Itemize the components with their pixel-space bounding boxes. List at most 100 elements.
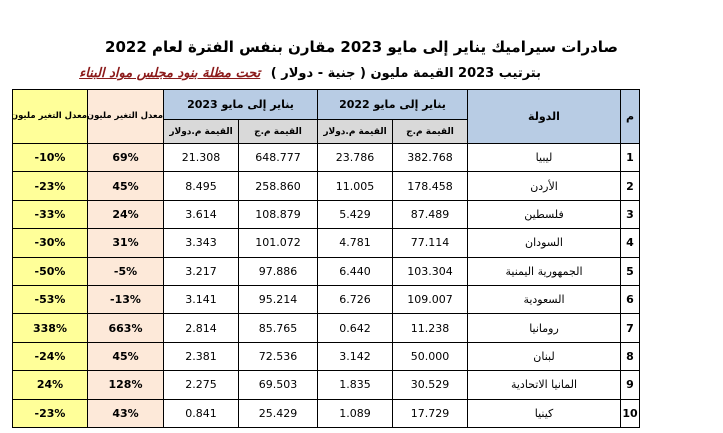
cell-rate-usd: 24% (12, 370, 88, 400)
table-row: 4 السودان 77.114 4.781 101.072 3.343 31% -30% (12, 228, 640, 258)
subtitle-underlined: تحت مظلة بنود مجلس مواد البناء (79, 66, 261, 81)
subtitle-main: بترتيب 2023 القيمة مليون ( جنية - دولار … (270, 66, 541, 81)
cell-2022-egp: 87.489 (392, 199, 468, 230)
cell-rate-egp: 128% (87, 370, 164, 400)
table-row: 5 الجمهورية اليمنية 103.304 6.440 97.886 3.21… (12, 256, 640, 286)
cell-2023-usd: 3.614 (163, 199, 239, 230)
cell-2023-egp: 25.429 (238, 398, 318, 428)
cell-rate-usd: -30% (12, 228, 88, 258)
cell-2022-usd: 6.440 (317, 256, 393, 286)
cell-2022-usd: 0.642 (317, 313, 393, 343)
cell-2023-usd: 2.814 (163, 313, 239, 343)
cell-2022-usd: 23.786 (317, 142, 393, 173)
row-country: الجمهورية اليمنية (467, 256, 621, 286)
cell-rate-egp: 31% (87, 228, 164, 258)
row-country: ليبيا (467, 142, 621, 173)
cell-2023-usd: 2.275 (163, 370, 239, 400)
cell-2022-usd: 11.005 (317, 171, 393, 201)
page-subtitle: بترتيب 2023 القيمة مليون ( جنية - دولار … (79, 66, 541, 81)
cell-2022-egp: 30.529 (392, 370, 468, 400)
cell-rate-usd: -24% (12, 341, 88, 372)
cell-2022-egp: 382.768 (392, 142, 468, 173)
cell-rate-usd: -50% (12, 256, 88, 286)
cell-2023-egp: 108.879 (238, 199, 318, 230)
row-country: المانيا الاتحادية (467, 370, 621, 400)
row-index: 1 (620, 142, 640, 173)
page-title: صادرات سيراميك يناير إلى مايو 2023 مقارن… (105, 38, 618, 56)
cell-2022-usd: 5.429 (317, 199, 393, 230)
cell-2023-egp: 97.886 (238, 256, 318, 286)
header-country: الدولة (467, 89, 621, 144)
cell-2023-usd: 3.343 (163, 228, 239, 258)
header-rate-egp: معدل التغير مليون جنية 2023-2022 (87, 89, 164, 144)
row-index: 9 (620, 370, 640, 400)
row-country: السعودية (467, 284, 621, 315)
table-row: 1 ليبيا 382.768 23.786 648.777 21.308 69% -10% (12, 142, 640, 173)
cell-2023-egp: 72.536 (238, 341, 318, 372)
cell-rate-usd: -33% (12, 199, 88, 230)
cell-2023-egp: 101.072 (238, 228, 318, 258)
table-body: 1 ليبيا 382.768 23.786 648.777 21.308 69% -10% 2… (12, 142, 640, 428)
cell-2023-egp: 85.765 (238, 313, 318, 343)
cell-2023-usd: 2.381 (163, 341, 239, 372)
cell-rate-egp: 69% (87, 142, 164, 173)
cell-2022-usd: 1.089 (317, 398, 393, 428)
header-2022-usd: القيمة م.دولار (317, 119, 393, 144)
cell-2022-egp: 50.000 (392, 341, 468, 372)
row-index: 10 (620, 398, 640, 428)
cell-rate-egp: 663% (87, 313, 164, 343)
cell-rate-egp: -13% (87, 284, 164, 315)
exports-table: م الدولة يناير إلى مايو 2022 يناير إلى م… (12, 89, 640, 428)
row-index: 6 (620, 284, 640, 315)
header-period-2022: يناير إلى مايو 2022 (317, 89, 468, 120)
table-row: 9 المانيا الاتحادية 30.529 1.835 69.503 2.275… (12, 370, 640, 400)
cell-2022-egp: 178.458 (392, 171, 468, 201)
row-index: 8 (620, 341, 640, 372)
cell-2022-egp: 103.304 (392, 256, 468, 286)
header-2023-usd: القيمة م.دولار (163, 119, 239, 144)
table-row: 3 فلسطين 87.489 5.429 108.879 3.614 24% -33% (12, 199, 640, 230)
table-row: 10 كينيا 17.729 1.089 25.429 0.841 43% -23% (12, 398, 640, 428)
row-country: لبنان (467, 341, 621, 372)
header-index: م (620, 89, 640, 144)
table-row: 6 السعودية 109.007 6.726 95.214 3.141 -13% -53% (12, 284, 640, 315)
cell-rate-egp: 43% (87, 398, 164, 428)
row-index: 3 (620, 199, 640, 230)
cell-2022-egp: 109.007 (392, 284, 468, 315)
row-country: الأردن (467, 171, 621, 201)
cell-2023-egp: 95.214 (238, 284, 318, 315)
cell-rate-usd: -23% (12, 171, 88, 201)
cell-2023-egp: 258.860 (238, 171, 318, 201)
cell-2023-usd: 3.141 (163, 284, 239, 315)
cell-2022-usd: 4.781 (317, 228, 393, 258)
cell-2023-usd: 3.217 (163, 256, 239, 286)
header-2023-egp: القيمة م.ج (238, 119, 318, 144)
cell-rate-usd: -23% (12, 398, 88, 428)
cell-2023-egp: 648.777 (238, 142, 318, 173)
cell-rate-usd: -53% (12, 284, 88, 315)
cell-2023-usd: 8.495 (163, 171, 239, 201)
cell-rate-usd: -10% (12, 142, 88, 173)
cell-2022-usd: 1.835 (317, 370, 393, 400)
cell-2023-egp: 69.503 (238, 370, 318, 400)
cell-rate-egp: 24% (87, 199, 164, 230)
cell-rate-egp: -5% (87, 256, 164, 286)
header-period-2023: يناير إلى مايو 2023 (163, 89, 318, 120)
row-index: 4 (620, 228, 640, 258)
cell-2022-egp: 11.238 (392, 313, 468, 343)
cell-2022-usd: 3.142 (317, 341, 393, 372)
cell-rate-usd: 338% (12, 313, 88, 343)
header-2022-egp: القيمة م.ج (392, 119, 468, 144)
header-rate-usd: معدل التغير مليون دولار 2023-2022 (12, 89, 88, 144)
cell-2023-usd: 0.841 (163, 398, 239, 428)
row-country: السودان (467, 228, 621, 258)
table-row: 8 لبنان 50.000 3.142 72.536 2.381 45% -24% (12, 341, 640, 372)
cell-2023-usd: 21.308 (163, 142, 239, 173)
cell-2022-usd: 6.726 (317, 284, 393, 315)
table-row: 2 الأردن 178.458 11.005 258.860 8.495 45% -23% (12, 171, 640, 201)
cell-2022-egp: 17.729 (392, 398, 468, 428)
row-index: 2 (620, 171, 640, 201)
row-country: رومانيا (467, 313, 621, 343)
row-country: فلسطين (467, 199, 621, 230)
